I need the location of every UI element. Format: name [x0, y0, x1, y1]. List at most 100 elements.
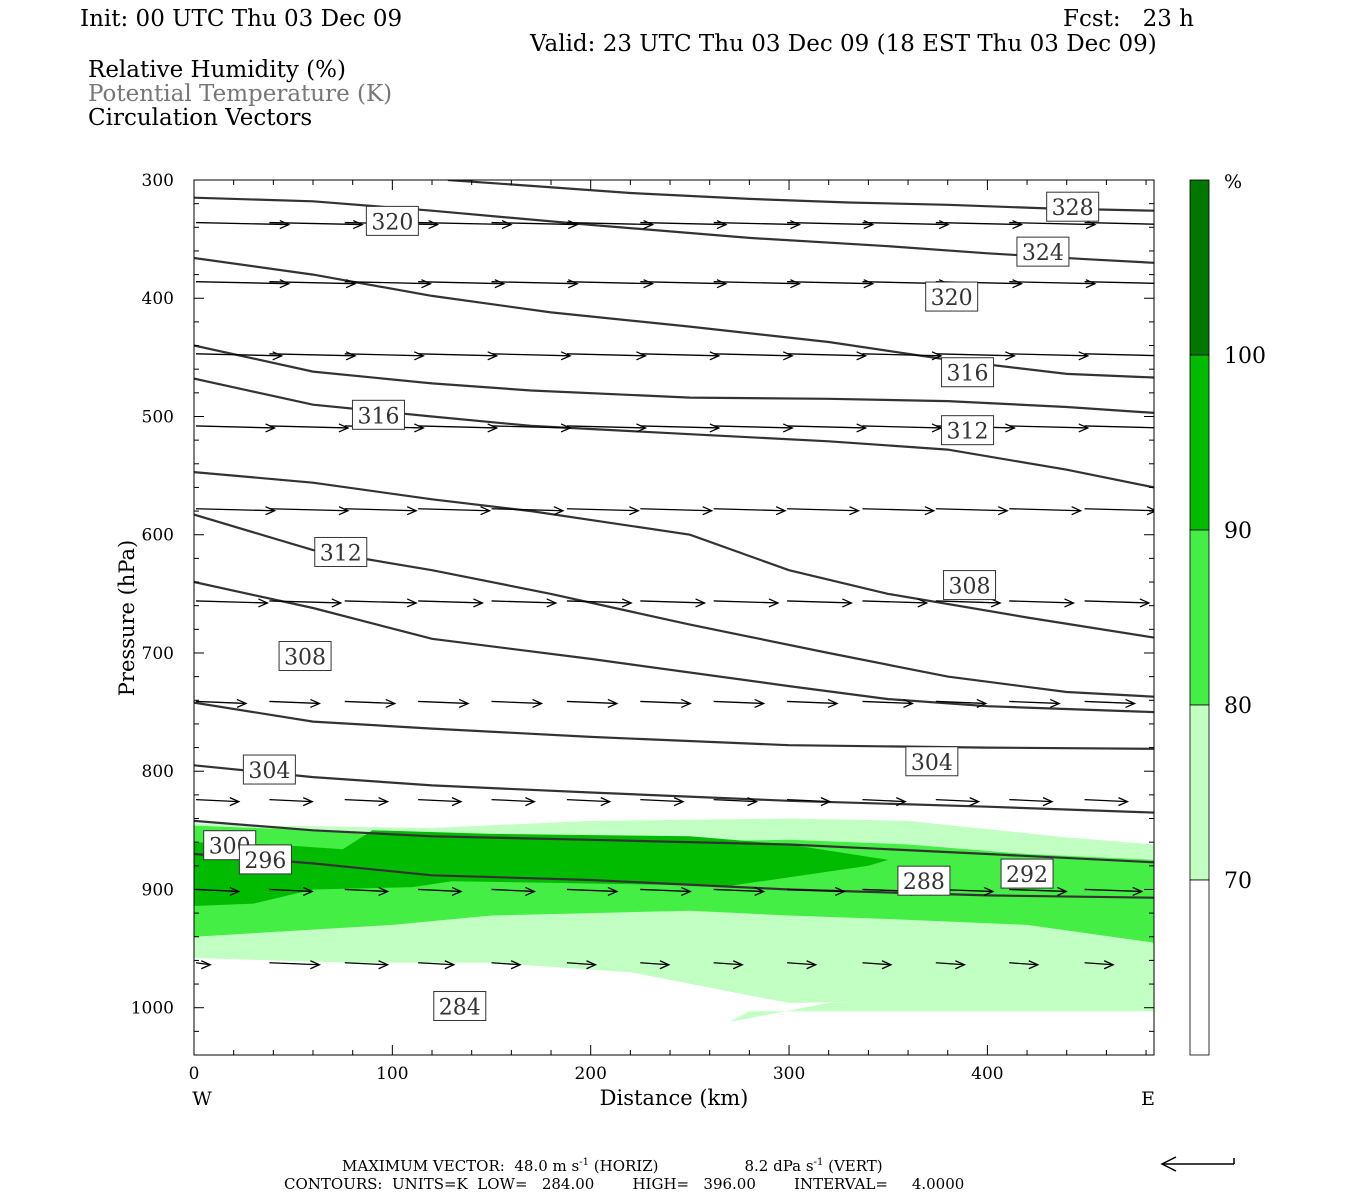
vector-head	[983, 886, 995, 897]
vector-arrow	[418, 423, 499, 433]
vector-shaft	[713, 962, 743, 966]
contour-label-292-0: 292	[1000, 858, 1054, 889]
vector-head	[842, 598, 853, 608]
reference-vector	[1160, 1156, 1235, 1172]
colorbar-unit: %	[1224, 171, 1242, 193]
vector-arrow	[269, 698, 321, 709]
vector-arrow	[344, 598, 418, 608]
contour-label-308-0: 308	[943, 570, 997, 601]
vector-arrow	[935, 698, 988, 709]
y-tick-label: 500	[142, 407, 174, 427]
vector-head	[258, 598, 270, 608]
vector-head	[378, 960, 390, 970]
vector-arrow	[269, 598, 343, 608]
vector-shaft	[418, 508, 490, 512]
vector-shaft	[1084, 221, 1154, 225]
vector-head	[976, 698, 988, 709]
contour-label-text: 320	[371, 210, 413, 235]
contour-labels: 3283243203203163163123123083083043043002…	[203, 191, 1100, 1022]
vector-head	[473, 598, 485, 608]
vector-shaft	[195, 221, 289, 226]
contour-label-296-0: 296	[238, 844, 292, 875]
forecast-hour: Fcst: 23 h	[1063, 6, 1194, 32]
vector-head	[352, 219, 364, 230]
vector-shaft	[566, 221, 653, 226]
colorbar-band-70	[1189, 704, 1210, 881]
vector-head	[378, 797, 390, 807]
vector-shaft	[195, 600, 268, 604]
vector-arrow	[566, 698, 619, 709]
vector-head	[451, 886, 463, 897]
vector-shaft	[566, 888, 617, 893]
vector-arrow	[344, 960, 390, 970]
y-tick-label: 700	[142, 644, 174, 664]
vector-arrow	[195, 598, 270, 608]
theta-contour-320	[194, 256, 1154, 379]
vector-head	[1161, 280, 1170, 288]
theta-contour-284	[194, 852, 1154, 899]
vector-arrow	[787, 351, 868, 361]
colorbar-level-90: 90	[1224, 519, 1252, 544]
vector-arrow	[491, 698, 544, 709]
contour-label-316-1: 316	[351, 399, 405, 430]
vector-arrow	[1084, 506, 1154, 516]
contour-label-text: 312	[947, 420, 989, 445]
vector-shaft	[862, 425, 942, 429]
field-theta: Potential Temperature (K)	[88, 81, 393, 107]
contour-label-box	[351, 399, 405, 430]
vector-shaft	[418, 281, 504, 285]
contour-label-308-1: 308	[278, 641, 332, 672]
vector-head	[406, 506, 418, 516]
vector-arrow	[1084, 598, 1151, 608]
vector-arrow	[713, 279, 801, 289]
theta-contour-296	[194, 701, 1154, 750]
x-tick-label: 200	[574, 1064, 606, 1084]
y-tick-label: 1000	[131, 999, 174, 1019]
vector-head	[1078, 351, 1090, 361]
vector-arrow	[195, 423, 277, 433]
contour-label-box	[941, 415, 995, 446]
vector-arrow	[787, 598, 853, 608]
vector-arrow	[418, 960, 456, 970]
plot-frame	[193, 179, 1155, 1056]
vector-arrow	[566, 886, 619, 897]
vector-head	[1146, 506, 1154, 516]
contour-label-text: 304	[911, 751, 953, 776]
vector-head	[709, 423, 721, 433]
vector-shaft	[491, 700, 542, 705]
vector-shaft	[1009, 425, 1088, 429]
contour-label-312-1: 312	[314, 536, 368, 567]
max-vector-horiz-exponent: -1	[579, 1157, 589, 1168]
colorbar-band-90	[1189, 354, 1210, 531]
vector-head	[1161, 221, 1170, 229]
vector-shaft	[787, 425, 866, 429]
vector-shaft	[566, 700, 617, 705]
relative-humidity-shading	[194, 818, 1154, 1022]
vector-head	[1005, 351, 1016, 361]
vector-arrow	[418, 598, 485, 608]
vector-shaft	[1009, 508, 1081, 512]
vector-head	[754, 698, 766, 709]
vector-arrow	[418, 506, 492, 516]
vector-shaft	[640, 798, 684, 803]
vector-shaft	[269, 700, 320, 705]
vector-head	[525, 797, 536, 807]
rh-region-90-100-3	[194, 830, 889, 906]
theta-contour-328	[447, 180, 1154, 212]
contour-label-320-1: 320	[365, 205, 419, 236]
vector-shaft	[269, 798, 313, 803]
vector-shaft	[491, 353, 571, 357]
vector-arrow	[418, 698, 470, 709]
contour-label-text: 320	[931, 286, 973, 311]
vector-shaft	[269, 425, 348, 429]
vector-shaft	[640, 281, 726, 285]
vector-arrow	[640, 698, 692, 709]
vector-head	[414, 423, 425, 433]
vector-arrow	[787, 797, 832, 807]
vector-arrow	[566, 598, 633, 608]
vector-arrow	[566, 423, 648, 433]
vector-shaft	[640, 425, 719, 429]
vector-arrow	[787, 698, 839, 709]
vector-arrow	[566, 219, 655, 230]
